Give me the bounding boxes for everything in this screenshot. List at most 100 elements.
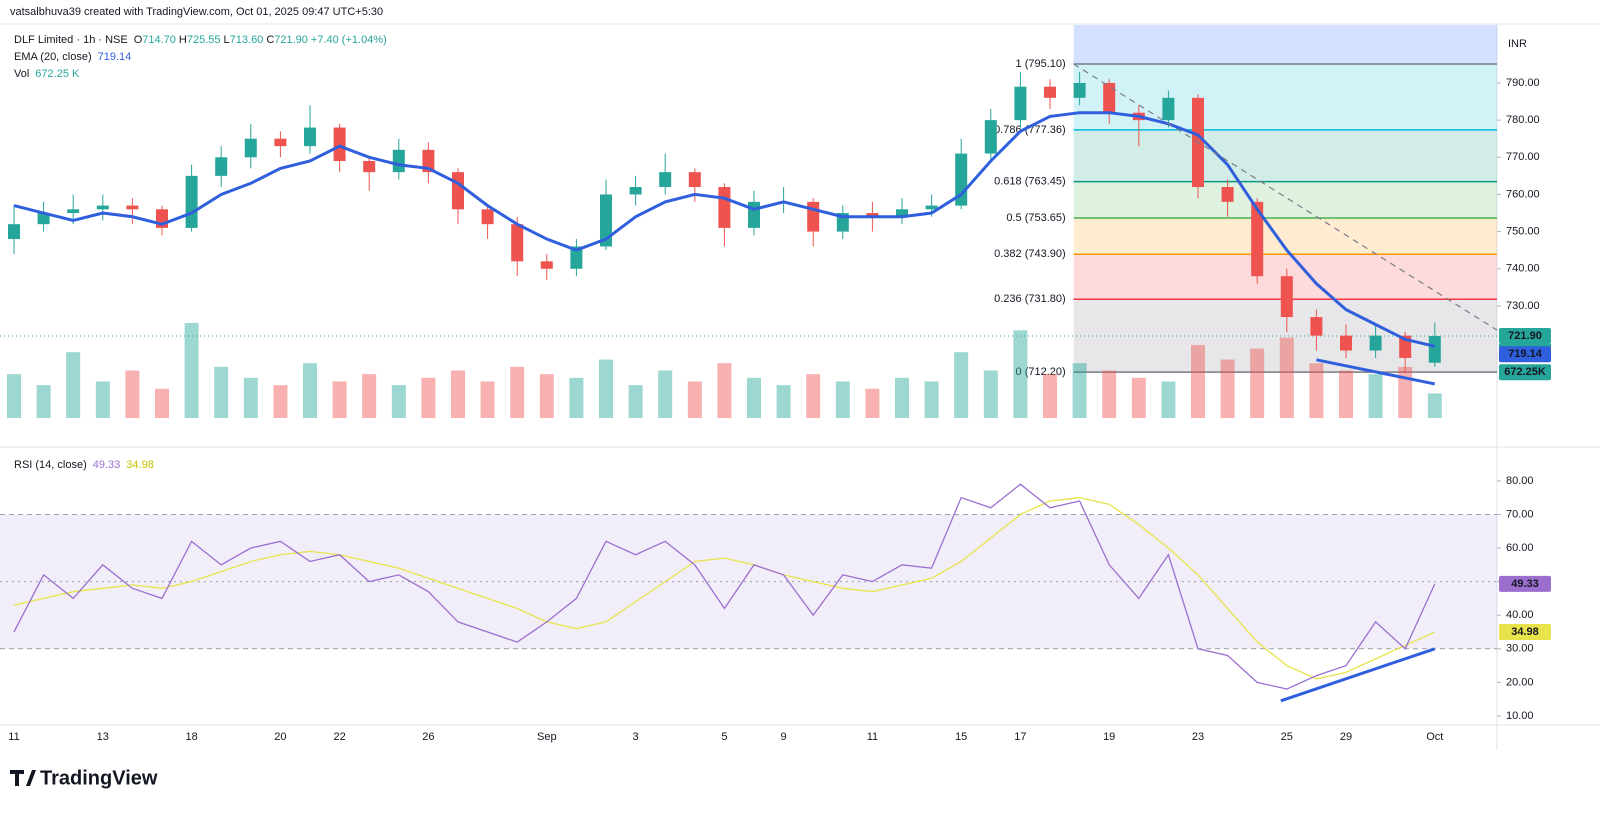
volume-bar [1339, 370, 1353, 418]
candle-body [600, 194, 612, 247]
rsi-badge: 34.98 [1511, 626, 1539, 638]
volume-bar [895, 377, 909, 418]
candle-body [185, 175, 198, 228]
fib-label: 0.382 (743.90) [994, 248, 1066, 260]
symbol: DLF Limited · 1h · NSE [14, 34, 128, 46]
y-tick-label: 30.00 [1506, 643, 1534, 655]
volume-bar [1043, 374, 1057, 418]
rsi-name: RSI (14, close) [14, 459, 87, 471]
credit: vatsalbhuva39 created with TradingView.c… [10, 6, 383, 18]
candle-body [244, 138, 257, 158]
volume-bar [391, 385, 406, 418]
volume-bar [421, 377, 436, 418]
legend-ema: EMA (20, close) 719.14 [14, 51, 131, 63]
x-tick-label: Sep [537, 731, 557, 743]
volume-bar [1250, 348, 1265, 418]
candle-body [363, 161, 376, 173]
volume-bar [776, 385, 791, 418]
candle-body [984, 120, 997, 154]
candle-body [274, 138, 287, 147]
fib-label: 0 (712.20) [1016, 366, 1066, 378]
ohlc-value: 725.55 [187, 34, 221, 46]
ohlc-key: L [224, 34, 230, 46]
candle-body [866, 213, 879, 217]
rsi-badge-bg [1499, 624, 1551, 641]
brand-name: TradingView [40, 767, 158, 789]
candle-body [511, 224, 524, 262]
x-tick-label: 11 [8, 731, 19, 743]
last-price-badge-bg [1499, 328, 1551, 345]
volume-bar [1072, 363, 1087, 418]
ema-badge-bg [1499, 346, 1551, 363]
rsi-trendline [1280, 647, 1436, 703]
volume-bar [480, 381, 495, 418]
rsi-ma-line [13, 497, 1436, 680]
x-tick-label: Oct [1426, 731, 1443, 743]
volume-bar [332, 381, 347, 418]
volume-bar [95, 381, 110, 418]
candle-body [807, 201, 820, 232]
x-tick-label: 19 [1103, 731, 1115, 743]
candle-body [126, 205, 139, 210]
x-tick-label: 9 [781, 731, 787, 743]
candle-body [8, 224, 20, 240]
candle-body [1044, 86, 1056, 98]
volume-bar [1398, 366, 1413, 418]
y-tick-label: 790.00 [1506, 77, 1540, 89]
candle-body [659, 172, 672, 188]
candle-body [1280, 276, 1293, 318]
candle-body [304, 127, 316, 147]
volume-bar [7, 374, 21, 418]
fib-label: 0.786 (777.36) [994, 124, 1066, 136]
candle-body [718, 187, 731, 228]
ema-line [13, 111, 1436, 348]
x-tick-label: 20 [274, 731, 286, 743]
legend-symbol: DLF Limited · 1h · NSE O714.70 H725.55 L713… [14, 34, 387, 46]
volume-bar [1191, 344, 1205, 418]
rsi-badge: 49.33 [1511, 578, 1539, 590]
volume-badge-bg [1499, 364, 1551, 381]
volume-bar [303, 363, 317, 418]
volume-bar [569, 377, 584, 418]
volume-bar [214, 366, 229, 418]
volume-bar [1102, 370, 1117, 418]
rsi-badge-bg [1499, 575, 1551, 592]
rsi-value: 49.33 [93, 459, 121, 471]
ohlc-key: O [134, 34, 143, 46]
last-price-badge: 721.90 [1508, 330, 1542, 342]
y-tick-label: 770.00 [1506, 151, 1540, 163]
fib-top-zone [1073, 25, 1497, 65]
x-tick-label: 11 [867, 731, 878, 743]
x-tick-label: 25 [1281, 731, 1293, 743]
candle-body [96, 205, 109, 210]
volume-bar [66, 352, 81, 418]
candle-body [1221, 187, 1234, 202]
candle-body [896, 209, 908, 217]
candle-body [925, 205, 938, 210]
ema-name: EMA (20, close) [14, 51, 92, 63]
fib-label: 0.618 (763.45) [994, 176, 1066, 188]
x-tick-label: 15 [955, 731, 967, 743]
x-tick-label: 18 [185, 731, 197, 743]
volume-badge: 672.25K [1504, 366, 1546, 378]
volume-bar [510, 366, 525, 418]
x-tick-label: 26 [422, 731, 434, 743]
candle-body [1310, 317, 1323, 336]
volume-bar [658, 370, 673, 418]
volume-bar [599, 359, 613, 418]
y-tick-label: 40.00 [1506, 609, 1534, 621]
candle-body [540, 261, 553, 269]
ema-value: 719.14 [98, 51, 132, 63]
volume-bar [1309, 363, 1324, 418]
y-tick-label: 750.00 [1506, 226, 1540, 238]
legend-vol: Vol 672.25 K [14, 68, 80, 80]
x-tick-label: 23 [1192, 731, 1204, 743]
rsi-band-fill [0, 514, 1497, 649]
candle-body [452, 172, 464, 210]
candle-body [1103, 82, 1116, 113]
volume-bar [983, 370, 998, 418]
trendline [1316, 358, 1436, 386]
volume-bar [1220, 359, 1235, 418]
